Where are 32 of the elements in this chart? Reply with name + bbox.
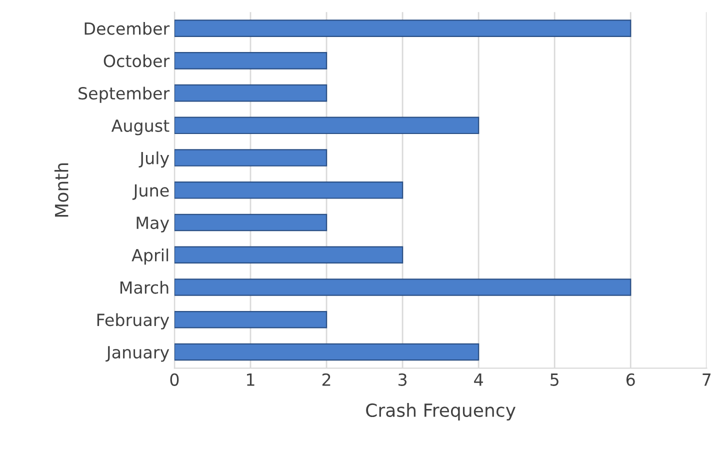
y-tick-label: March	[120, 280, 168, 294]
y-tick-label: May	[136, 216, 170, 232]
x-tick-label: 0	[170, 373, 179, 386]
bar	[174, 310, 328, 328]
bar	[174, 52, 328, 70]
y-tick-label: July	[138, 151, 170, 168]
x-tick-label: 6	[626, 373, 635, 386]
y-axis-title: Month	[54, 163, 68, 217]
y-tick-label: August	[111, 120, 170, 136]
x-axis-title: Crash Frequency	[366, 403, 516, 421]
x-tick-label: 2	[322, 373, 330, 386]
x-tick-label: 4	[474, 374, 483, 386]
bar	[174, 343, 480, 361]
x-tick-label: 5	[550, 374, 558, 386]
bar	[174, 182, 404, 199]
bar	[174, 214, 328, 232]
x-tick-label: 7	[702, 374, 711, 386]
bar	[174, 84, 328, 102]
bar	[174, 278, 632, 296]
bar	[174, 246, 404, 264]
y-tick-label: June	[132, 184, 169, 200]
y-tick-label: December	[84, 22, 170, 35]
y-tick-label: April	[132, 248, 168, 265]
y-tick-label: January	[106, 346, 170, 362]
y-tick-label: February	[97, 313, 170, 330]
x-tick-label: 3	[398, 373, 407, 386]
x-tick-label: 1	[247, 374, 254, 386]
bar	[174, 116, 480, 134]
bar	[174, 20, 632, 37]
y-tick-label: September	[78, 86, 170, 103]
bar	[174, 149, 328, 166]
y-tick-label: October	[104, 54, 170, 68]
